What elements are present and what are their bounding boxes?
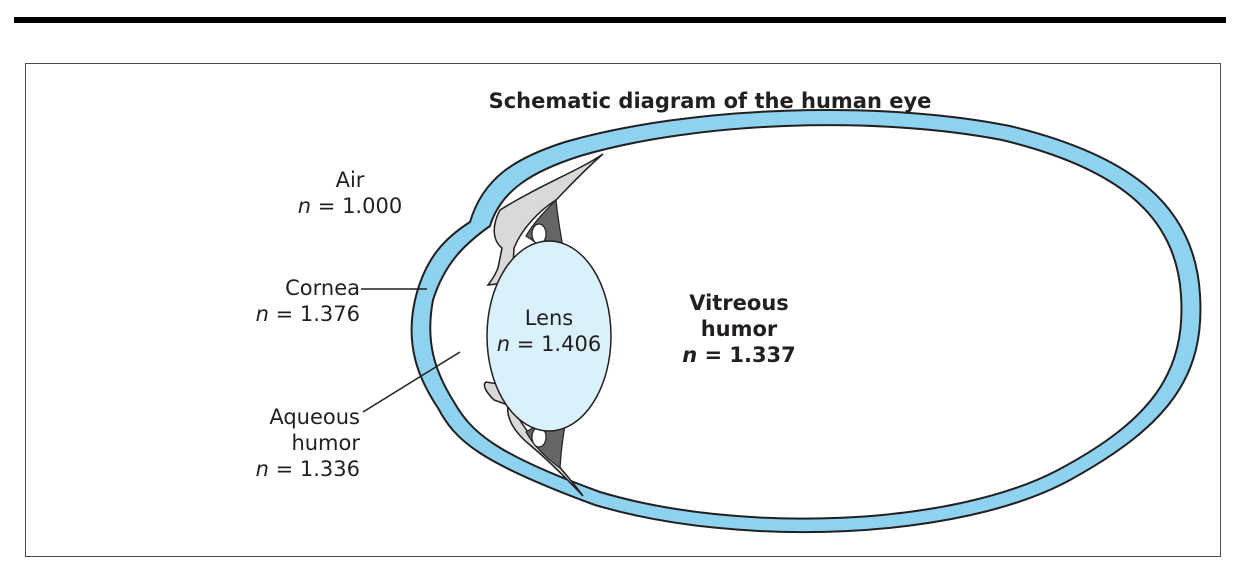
diagram-title: Schematic diagram of the human eye [488, 89, 932, 113]
air-label: Air n = 1.000 [290, 167, 410, 219]
aqueous-index: n = 1.336 [236, 456, 360, 482]
lens-n-value: = 1.406 [516, 332, 602, 356]
vitreous-name-line2: humor [700, 317, 778, 341]
aqueous-name-line2: humor [291, 431, 360, 455]
air-n-value: = 1.000 [317, 194, 403, 218]
air-name: Air [335, 168, 365, 192]
vitreous-index: n = 1.337 [674, 342, 804, 368]
globe-interior [429, 124, 1183, 520]
aqueous-leader-line [362, 351, 461, 413]
vitreous-n-symbol: n [682, 343, 698, 367]
aqueous-humor-label: Aqueous humor n = 1.336 [236, 404, 360, 482]
cornea-name: Cornea [285, 276, 360, 300]
lens-index: n = 1.406 [489, 331, 609, 357]
top-rule [14, 17, 1226, 23]
vitreous-name-line1: Vitreous [689, 291, 789, 315]
cornea-index: n = 1.376 [230, 301, 360, 327]
cornea-n-value: = 1.376 [275, 302, 360, 326]
upper-ciliary-body [486, 153, 604, 286]
air-n-symbol: n [297, 194, 312, 218]
vitreous-n-value: = 1.337 [704, 343, 796, 367]
lens-shape [486, 240, 612, 432]
cornea-n-symbol: n [255, 302, 269, 326]
figure-frame [25, 63, 1221, 557]
aqueous-n-value: = 1.336 [275, 457, 360, 481]
aqueous-n-symbol: n [255, 457, 269, 481]
air-index: n = 1.000 [290, 193, 410, 219]
lens-label: Lens n = 1.406 [489, 305, 609, 357]
vitreous-humor-label: Vitreous humor n = 1.337 [674, 290, 804, 368]
aqueous-name-line1: Aqueous [269, 405, 360, 429]
cornea-label: Cornea n = 1.376 [230, 275, 360, 327]
lens-n-symbol: n [496, 332, 511, 356]
lens-name: Lens [524, 306, 574, 330]
